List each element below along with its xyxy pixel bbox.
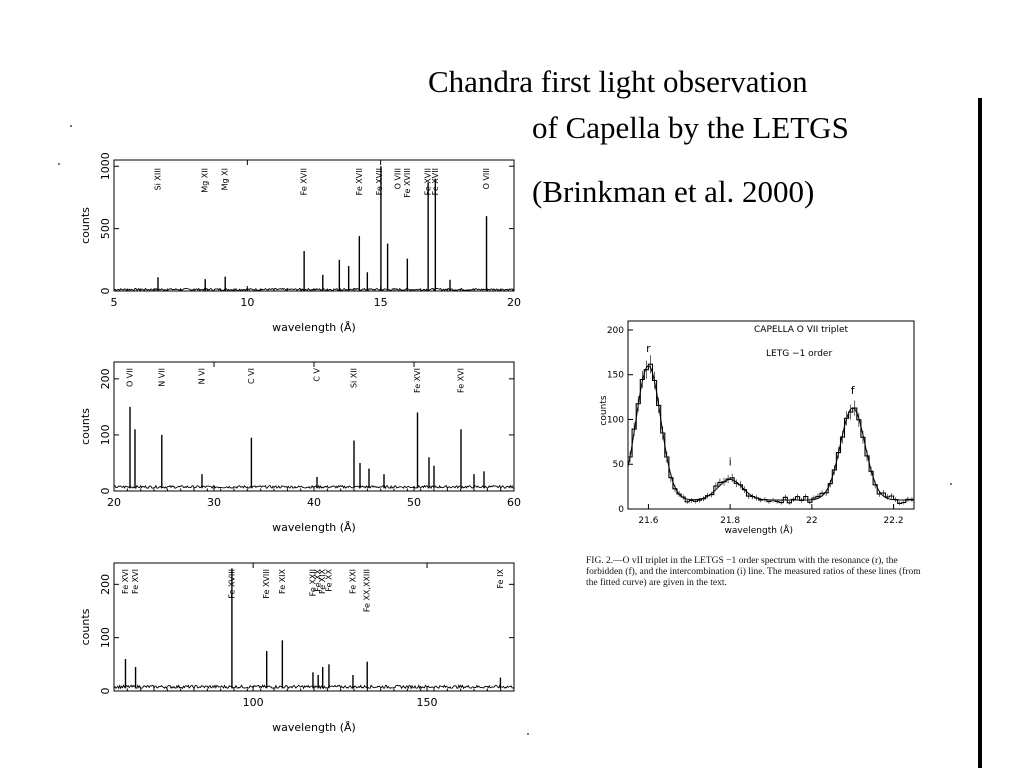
ion-label: N VI — [198, 368, 207, 384]
y-tick-label: 0 — [99, 688, 112, 695]
ion-label: Fe XXI — [348, 569, 357, 594]
ion-label: O VIII — [482, 168, 491, 189]
x-axis-label: wavelength (Å) — [725, 524, 793, 536]
title-line-1: Chandra first light observation — [428, 64, 808, 99]
ion-label: Fe XVII — [424, 168, 433, 195]
ion-label: Si XII — [350, 368, 359, 388]
y-tick-label: 200 — [99, 574, 112, 595]
y-tick-label: 500 — [99, 218, 112, 239]
ion-label: Fe XIX — [278, 568, 287, 593]
scan-speck — [527, 733, 529, 735]
y-tick-label: 1000 — [99, 152, 112, 180]
x-tick-label: 20 — [107, 496, 121, 509]
ion-label: Fe XXII — [308, 569, 317, 596]
ion-label: Fe XVII — [431, 168, 440, 195]
ion-label: Fe IX — [496, 568, 505, 588]
y-tick-label: 100 — [607, 415, 624, 425]
y-tick-label: 50 — [613, 460, 625, 470]
x-tick-label: 40 — [307, 496, 321, 509]
scan-speck — [58, 163, 60, 165]
peak-label-r: r — [646, 342, 651, 355]
ion-label: C V — [313, 367, 322, 381]
title-line-2: of Capella by the LETGS — [532, 110, 849, 145]
x-axis-label: wavelength (Å) — [272, 521, 356, 534]
ion-label: C VI — [247, 368, 256, 384]
x-tick-label: 22.2 — [884, 516, 904, 526]
x-tick-label: 5 — [111, 296, 118, 309]
ion-label: Fe XX — [314, 568, 323, 591]
slide-right-border — [978, 98, 982, 768]
ion-label: Fe XX — [324, 568, 333, 591]
ion-label: N VII — [157, 368, 166, 387]
ion-label: Fe XVI — [121, 569, 130, 594]
ion-label: Fe XVI — [457, 368, 466, 393]
y-axis-label: counts — [79, 608, 92, 645]
x-tick-label: 50 — [407, 496, 421, 509]
y-tick-label: 100 — [99, 627, 112, 648]
y-tick-label: 0 — [99, 288, 112, 295]
x-tick-label: 15 — [374, 296, 388, 309]
peak-label-f: f — [851, 384, 856, 397]
x-tick-label: 10 — [240, 296, 254, 309]
x-tick-label: 21.8 — [720, 516, 740, 526]
y-tick-label: 0 — [99, 488, 112, 495]
triplet-subtitle: LETG −1 order — [766, 349, 832, 359]
spectrum-continuum — [113, 484, 515, 490]
ion-label: Fe XIX — [318, 568, 327, 593]
ion-label: Mg XII — [201, 168, 210, 193]
ion-label: Fe XVII — [355, 168, 364, 195]
x-tick-label: 60 — [507, 496, 521, 509]
ion-label: Fe XVIII — [262, 569, 271, 599]
x-axis-label: wavelength (Å) — [272, 321, 356, 334]
ion-label: Fe XVI — [131, 569, 140, 594]
triplet-title: CAPELLA O VII triplet — [754, 325, 849, 335]
scan-speck — [950, 483, 952, 485]
plot-frame — [627, 320, 915, 510]
ion-label: Si XIII — [154, 168, 163, 190]
spectrum-continuum — [113, 287, 515, 292]
ion-label: Fe XX,XXIII — [363, 569, 372, 612]
y-tick-label: 200 — [607, 326, 624, 336]
ion-label: O VII — [126, 368, 135, 387]
y-tick-label: 150 — [607, 371, 624, 381]
scan-speck — [70, 125, 72, 127]
x-tick-label: 100 — [243, 696, 264, 709]
ion-label: Fe XVII — [300, 168, 309, 195]
x-tick-label: 22 — [806, 516, 817, 526]
histogram-data — [628, 363, 914, 504]
y-tick-label: 100 — [99, 424, 112, 445]
ion-label: Mg XI — [221, 168, 230, 190]
title-line-3: (Brinkman et al. 2000) — [532, 174, 815, 209]
figure-caption: FIG. 2.—O vII triplet in the LETGS −1 or… — [586, 556, 921, 588]
x-axis-label: wavelength (Å) — [272, 721, 356, 734]
spectrum-continuum — [113, 684, 515, 690]
ion-label: Fe XVIII — [227, 569, 236, 599]
ion-label: Fe XVIII — [403, 168, 412, 198]
y-axis-label: counts — [599, 395, 609, 425]
y-tick-label: 200 — [99, 368, 112, 389]
y-axis-label: counts — [79, 408, 92, 445]
x-tick-label: 21.6 — [638, 516, 658, 526]
ion-label: Fe XVII — [375, 168, 384, 195]
ion-label: O VIII — [394, 168, 403, 189]
x-tick-label: 20 — [507, 296, 521, 309]
x-tick-label: 150 — [417, 696, 438, 709]
y-axis-label: counts — [79, 207, 92, 244]
x-tick-label: 30 — [207, 496, 221, 509]
peak-label-i: i — [729, 455, 732, 468]
y-tick-label: 0 — [618, 505, 624, 515]
ion-label: Fe XVI — [413, 368, 422, 393]
